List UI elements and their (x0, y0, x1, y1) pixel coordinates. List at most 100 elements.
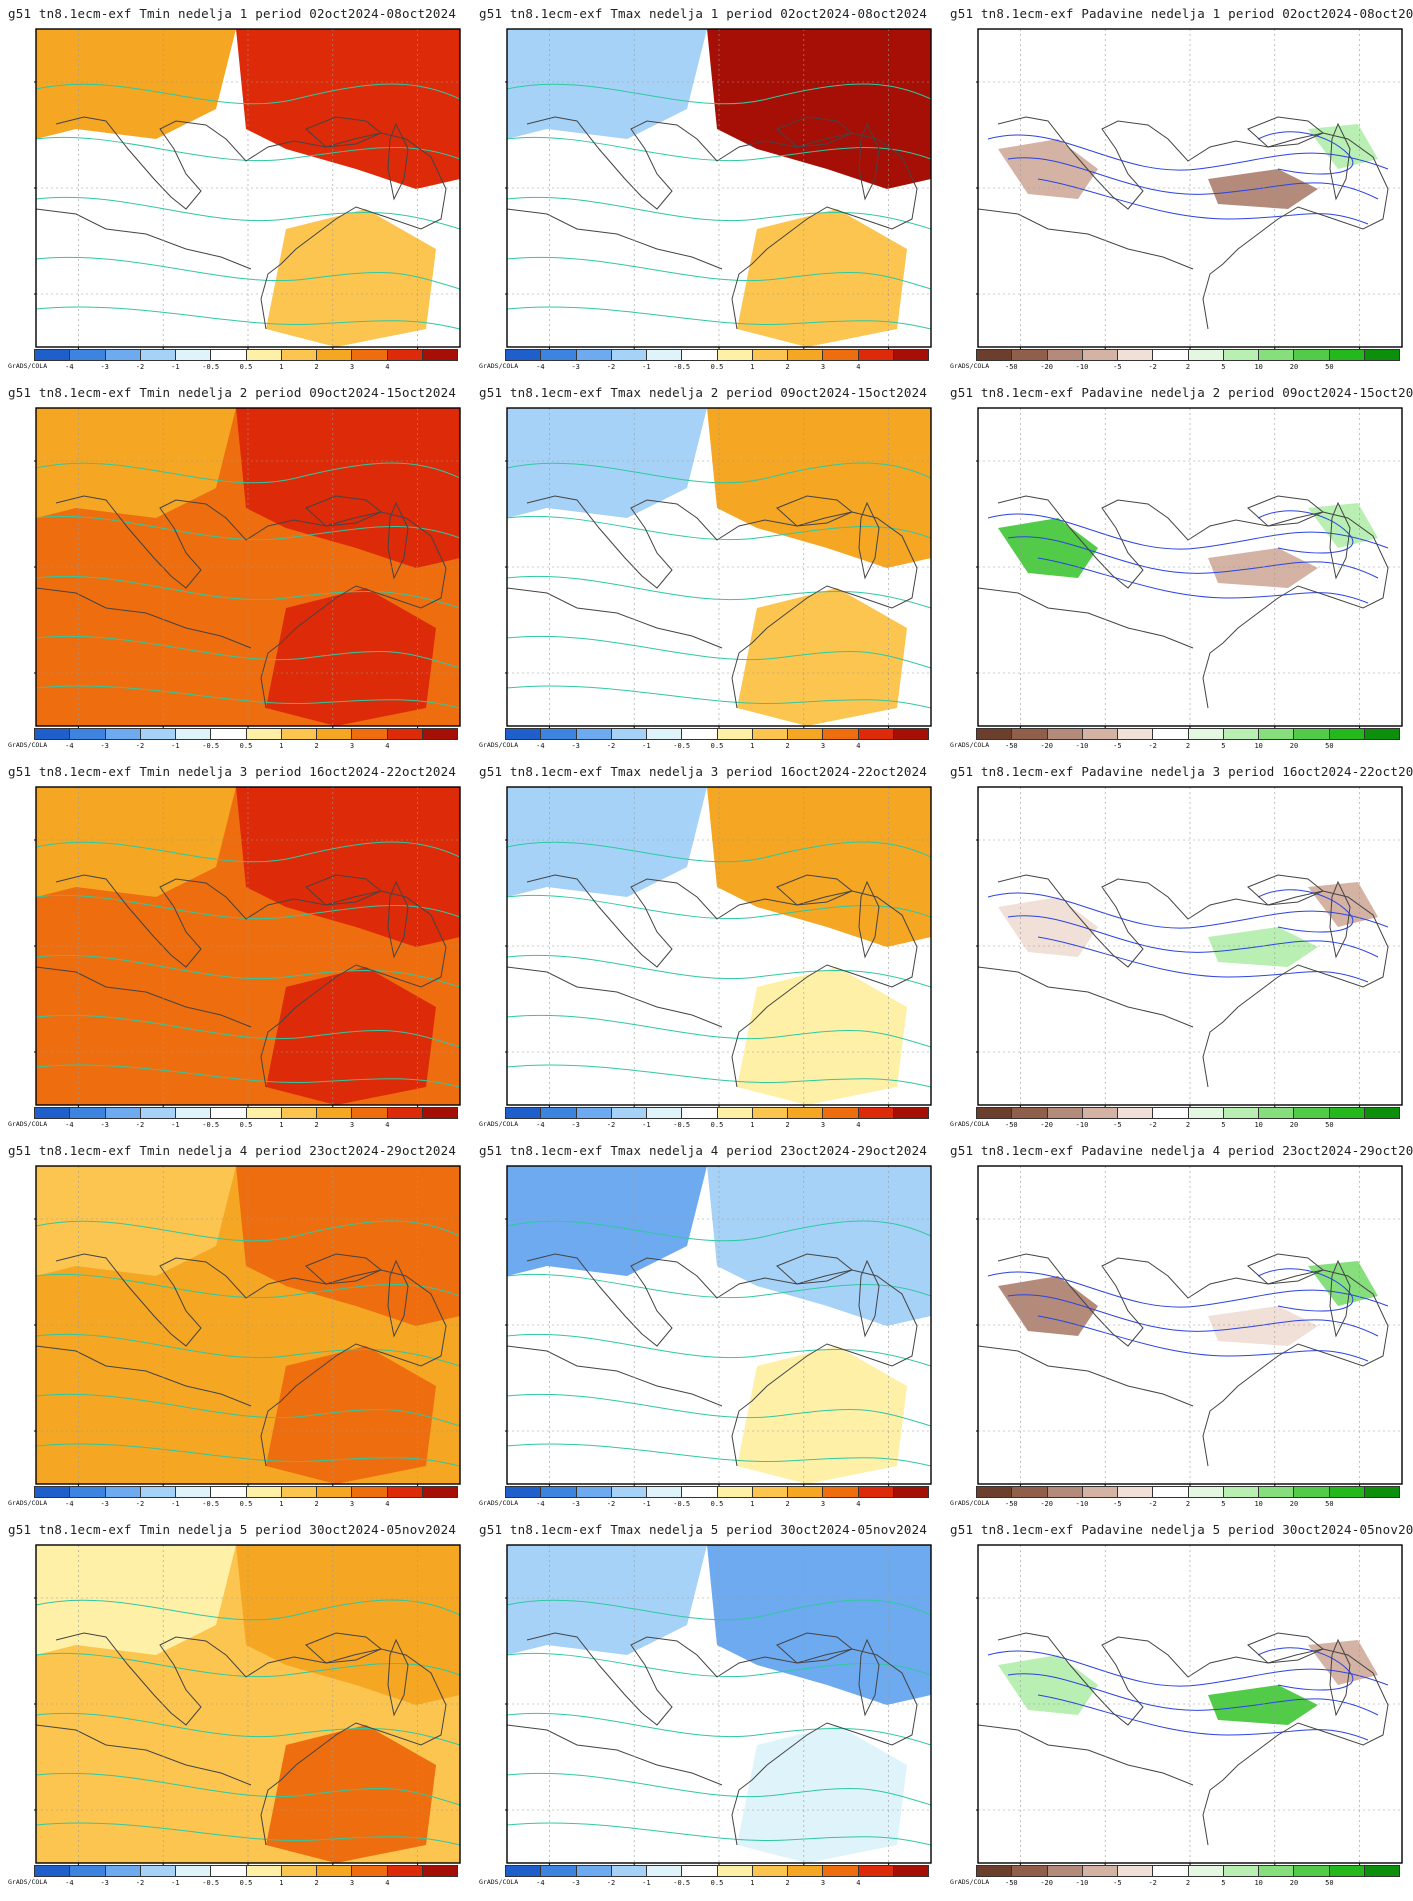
colorbar-label: -0.5 (673, 363, 691, 371)
colorbar-swatch (1363, 1866, 1399, 1876)
colorbar-swatch (540, 1866, 576, 1876)
coastline (36, 1632, 447, 1846)
colorbar-swatch (787, 350, 823, 360)
colorbar-swatch (69, 1108, 105, 1118)
colorbar-swatch (1046, 350, 1082, 360)
colorbar-label: 1 (279, 1879, 284, 1887)
colorbar-label: -1 (642, 1121, 651, 1129)
map-panel-padavine-week-1: g51 tn8.1ecm-exf Padavine nedelja 1 peri… (942, 0, 1413, 379)
colorbar-swatch (1046, 729, 1082, 739)
colorbar-label: 5 (1221, 363, 1226, 371)
colorbar-label: 4 (385, 363, 390, 371)
anomaly-area (707, 29, 931, 189)
precip-anomaly-area (1208, 927, 1318, 967)
colorbar-swatch (351, 1487, 387, 1497)
graticule (978, 29, 1402, 347)
colorbar (505, 1107, 929, 1119)
grads-credit: GrADS/COLA (479, 1499, 519, 1507)
colorbar-swatch (1117, 1108, 1153, 1118)
colorbar-swatch (104, 350, 140, 360)
map-plot: 10E20E30E40E50E50N40N30N (505, 407, 932, 743)
colorbar-label: 2 (785, 1500, 790, 1508)
precip-contours (987, 510, 1389, 604)
colorbar-label: 1 (279, 363, 284, 371)
colorbar (34, 1107, 458, 1119)
graticule (507, 408, 931, 726)
panel-title: g51 tn8.1ecm-exf Tmax nedelja 2 period 0… (479, 385, 928, 400)
colorbar-label: 1 (750, 1500, 755, 1508)
colorbar-swatch (421, 1866, 457, 1876)
colorbar-label: 3 (820, 363, 826, 371)
colorbar-label: 3 (820, 742, 826, 750)
colorbar-label: 0.5 (239, 1121, 253, 1129)
map-plot: 10E20E30E40E50E50N40N30N (976, 407, 1403, 743)
colorbar-label: 4 (385, 1879, 390, 1887)
colorbar-swatch (822, 1108, 858, 1118)
colorbar-swatch (1081, 1108, 1117, 1118)
anomaly-area (707, 1545, 931, 1705)
precip-anomaly-area (1308, 1261, 1378, 1306)
colorbar-label: -0.5 (673, 1121, 691, 1129)
map-area: 10E20E30E40E50E50N40N30N (976, 1543, 1404, 1901)
map-panel-padavine-week-2: g51 tn8.1ecm-exf Padavine nedelja 2 peri… (942, 379, 1413, 758)
colorbar-label: 2 (785, 742, 790, 750)
colorbar-labels: -50 -20 -10 -5 -2 2 5 10 20 50 (976, 1121, 1400, 1131)
colorbar-label: 2 (1185, 1500, 1191, 1508)
colorbar-swatch (1046, 1487, 1082, 1497)
colorbar-label: 2 (1185, 1879, 1191, 1887)
colorbar-swatch (69, 1487, 105, 1497)
colorbar-label: 50 (1325, 742, 1334, 750)
colorbar-swatch (280, 729, 316, 739)
colorbar-label: -2 (606, 1500, 616, 1508)
panel-title: g51 tn8.1ecm-exf Tmax nedelja 5 period 3… (479, 1522, 928, 1537)
colorbar-label: 50 (1325, 1500, 1334, 1508)
map-area: 10E20E30E40E50E50N40N30N (505, 406, 933, 764)
colorbar-swatch (421, 1108, 457, 1118)
colorbar-swatch (977, 729, 1012, 739)
colorbar-swatch (104, 1866, 140, 1876)
colorbar-swatch (610, 1108, 646, 1118)
colorbar-label: 3 (349, 1500, 355, 1508)
colorbar-label: 0.5 (239, 742, 253, 750)
colorbar-swatch (1293, 350, 1329, 360)
colorbar-label: -1 (171, 1121, 180, 1129)
colorbar-swatch (1293, 1108, 1329, 1118)
colorbar-label: -2 (135, 363, 145, 371)
anomaly-area (737, 209, 907, 347)
anomaly-area (507, 1545, 707, 1655)
map-panel-padavine-week-4: g51 tn8.1ecm-exf Padavine nedelja 4 peri… (942, 1137, 1413, 1516)
colorbar-label: 2 (314, 742, 319, 750)
temperature-contours (36, 1220, 460, 1467)
map-area: 10E20E30E40E50E50N40N30N (976, 406, 1404, 764)
colorbar-swatch (1011, 350, 1047, 360)
colorbar-label: 4 (856, 1500, 861, 1508)
colorbar-swatch (892, 729, 928, 739)
anomaly-area (36, 1166, 236, 1276)
colorbar-swatch (351, 1108, 387, 1118)
map-plot: 10E20E30E40E50E50N40N30N (976, 786, 1403, 1122)
colorbar-label: 2 (1185, 363, 1191, 371)
precip-anomaly-area (1208, 1306, 1318, 1346)
grads-credit: GrADS/COLA (8, 741, 48, 749)
coastline (36, 116, 447, 330)
colorbar (976, 349, 1400, 361)
colorbar-label: 20 (1289, 363, 1299, 371)
map-plot: 10E20E30E40E50E50N40N30N (976, 28, 1403, 364)
colorbar-swatch (175, 1487, 211, 1497)
colorbar-swatch (1152, 350, 1188, 360)
colorbar-swatch (104, 729, 140, 739)
coastline (978, 495, 1389, 709)
colorbar-labels: -50 -20 -10 -5 -2 2 5 10 20 50 (976, 1879, 1400, 1889)
map-plot: 10E20E30E40E50E50N40N30N (34, 407, 461, 743)
colorbar-swatch (210, 1108, 246, 1118)
colorbar-label: 1 (750, 1121, 755, 1129)
graticule (36, 29, 460, 347)
colorbar-swatch (1187, 729, 1223, 739)
panel-title: g51 tn8.1ecm-exf Padavine nedelja 1 peri… (950, 6, 1413, 21)
colorbar (976, 728, 1400, 740)
colorbar-swatch (575, 1487, 611, 1497)
colorbar (34, 728, 458, 740)
colorbar-swatch (245, 1487, 281, 1497)
graticule (978, 1166, 1402, 1484)
colorbar-label: -3 (100, 742, 109, 750)
